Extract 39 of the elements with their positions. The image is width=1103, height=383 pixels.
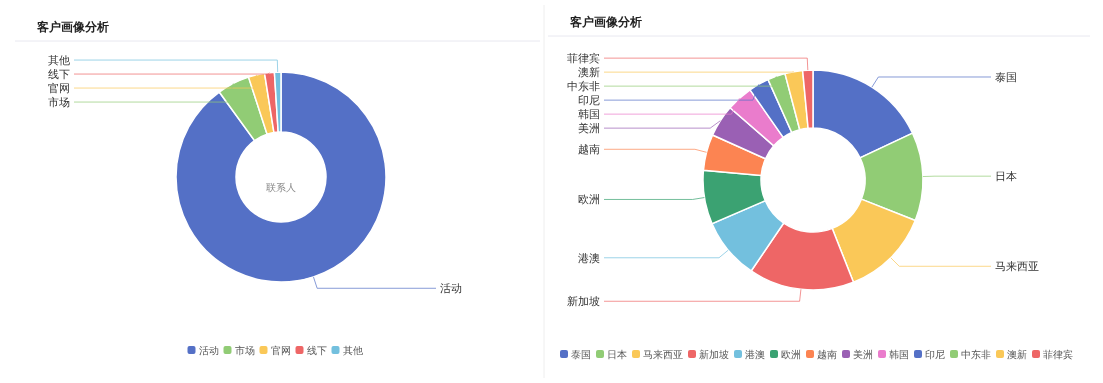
slice-label: 韩国 (578, 108, 600, 122)
text: 联系人 (266, 182, 296, 193)
slice-label: 新加坡 (567, 295, 600, 309)
legend-label: 港澳 (745, 349, 765, 360)
slice-label: 欧洲 (578, 193, 600, 207)
legend-label: 美洲 (853, 349, 873, 360)
legend-label: 线下 (306, 345, 327, 356)
slice-label: 美洲 (578, 122, 600, 136)
slice-label: 线下 (48, 68, 70, 82)
legend-label: 韩国 (889, 349, 909, 360)
slice-label: 越南 (578, 143, 600, 157)
legend-label: 泰国 (571, 349, 591, 360)
legend-label: 市场 (234, 345, 255, 356)
legend-label: 官网 (270, 345, 291, 356)
slice-label: 中东非 (567, 80, 600, 94)
chart-title: 客户画像分析 (36, 20, 109, 34)
slice-label: 泰国 (995, 70, 1017, 84)
slice-label: 印尼 (578, 94, 600, 108)
slice-label: 日本 (995, 170, 1017, 184)
slice-label: 澳新 (578, 66, 600, 80)
legend-label: 欧洲 (781, 349, 801, 360)
legend-label: 越南 (817, 349, 837, 360)
legend-label: 中东非 (961, 349, 991, 360)
chart-title: 客户画像分析 (569, 15, 642, 29)
slice-label: 港澳 (578, 251, 600, 265)
slice-label: 菲律宾 (567, 52, 600, 66)
slice-label: 马来西亚 (995, 260, 1039, 274)
slice-label: 市场 (48, 96, 70, 110)
legend-label: 新加坡 (699, 349, 729, 360)
legend-label: 菲律宾 (1043, 349, 1073, 360)
legend-label: 日本 (607, 349, 627, 360)
legend-label: 澳新 (1007, 349, 1027, 360)
slice-label: 其他 (48, 54, 70, 68)
slice-label: 活动 (440, 282, 462, 296)
legend-label: 活动 (198, 345, 219, 356)
legend-label: 其他 (342, 345, 363, 356)
legend-label: 马来西亚 (643, 349, 683, 360)
legend-label: 印尼 (925, 349, 945, 360)
slice-label: 官网 (48, 82, 70, 96)
